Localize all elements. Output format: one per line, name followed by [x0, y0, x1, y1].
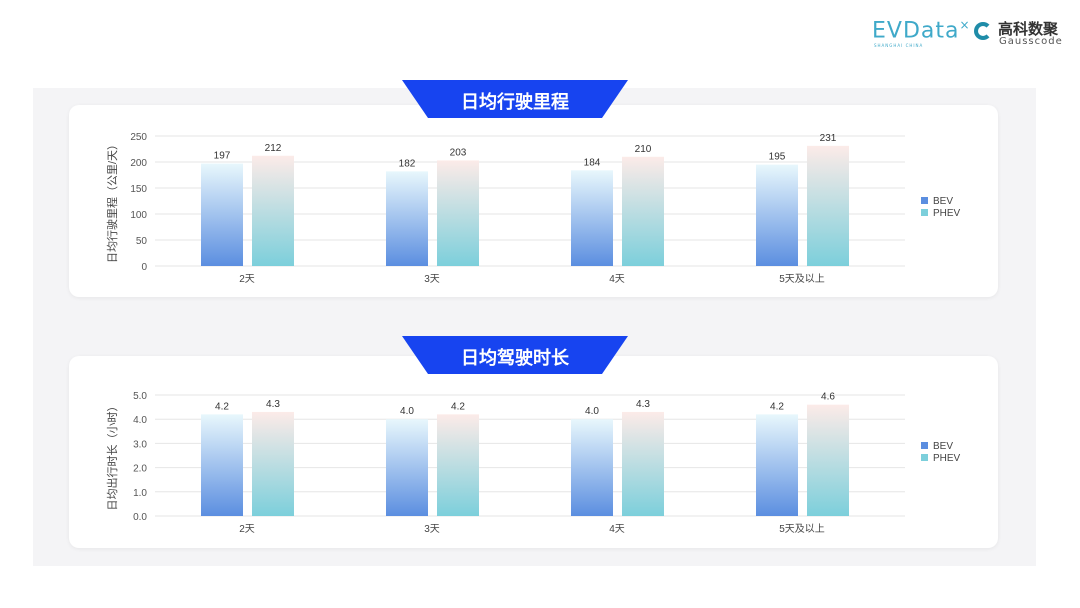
- bar-phev: [807, 404, 849, 516]
- y-tick-label: 100: [130, 210, 147, 221]
- x-tick-label: 4天: [609, 274, 625, 285]
- x-tick-label: 2天: [239, 274, 255, 285]
- y-tick-label: 250: [130, 132, 147, 143]
- data-label: 4.3: [266, 399, 280, 410]
- legend-label: BEV: [933, 441, 953, 452]
- x-tick-label: 5天及以上: [779, 273, 825, 285]
- x-tick-label: 4天: [609, 524, 625, 535]
- data-label: 4.0: [585, 406, 599, 417]
- y-tick-label: 4.0: [133, 415, 147, 426]
- x-tick-label: 2天: [239, 524, 255, 535]
- data-label: 4.0: [400, 406, 414, 417]
- x-tick-label: 3天: [424, 274, 440, 285]
- bar-bev: [386, 419, 428, 516]
- bar-phev: [437, 414, 479, 516]
- y-tick-label: 150: [130, 184, 147, 195]
- bar-bev: [756, 164, 798, 266]
- chart-title: 日均驾驶时长: [461, 348, 569, 369]
- bar-bev: [201, 414, 243, 516]
- data-label: 4.6: [821, 392, 835, 403]
- legend-swatch: [921, 442, 928, 449]
- bar-bev: [386, 171, 428, 266]
- bar-phev: [252, 411, 294, 516]
- gausscode-mark-icon: [974, 22, 992, 40]
- bar-phev: [252, 155, 294, 266]
- x-tick-label: 3天: [424, 524, 440, 535]
- legend-label: PHEV: [933, 208, 961, 219]
- y-axis-label: 日均行驶里程（公里/天）: [105, 139, 119, 263]
- bar-bev: [756, 414, 798, 516]
- data-label: 4.2: [215, 401, 229, 412]
- bar-bev: [201, 163, 243, 266]
- logos: EVData× SHANGHAI CHINA 高科数聚 Gausscode: [872, 18, 1072, 48]
- gausscode-logo: 高科数聚 Gausscode: [974, 18, 1070, 48]
- data-label: 4.2: [770, 401, 784, 412]
- data-label: 4.3: [636, 399, 650, 410]
- chart-title-banner: 日均驾驶时长: [402, 336, 628, 374]
- data-label: 4.2: [451, 401, 465, 412]
- data-label: 212: [265, 143, 282, 154]
- legend-swatch: [921, 454, 928, 461]
- chart-title-banner: 日均行驶里程: [402, 80, 628, 118]
- legend-label: PHEV: [933, 453, 961, 464]
- data-label: 182: [399, 158, 416, 169]
- evdata-logo: EVData× SHANGHAI CHINA: [872, 18, 971, 48]
- legend-swatch: [921, 209, 928, 216]
- y-tick-label: 50: [136, 236, 148, 247]
- bar-phev: [807, 145, 849, 266]
- data-label: 195: [769, 152, 786, 163]
- chart-card-mileage: 0 50 100 150 200 250 日均行驶里程（公里/天） 2天 3天 4天 5天及以上 19…: [69, 105, 998, 297]
- y-tick-label: 1.0: [133, 488, 147, 499]
- y-tick-label: 0.0: [133, 512, 147, 523]
- bar-phev: [622, 156, 664, 266]
- data-label: 231: [820, 133, 837, 144]
- bar-bev: [571, 419, 613, 516]
- y-tick-label: 2.0: [133, 464, 147, 475]
- bar-phev: [437, 160, 479, 266]
- y-tick-label: 3.0: [133, 439, 147, 450]
- data-label: 184: [584, 157, 601, 168]
- x-tick-label: 5天及以上: [779, 523, 825, 535]
- data-label: 210: [635, 144, 652, 155]
- data-label: 203: [450, 147, 467, 158]
- y-tick-label: 5.0: [133, 391, 147, 402]
- legend-label: BEV: [933, 196, 953, 207]
- bar-bev: [571, 170, 613, 266]
- data-label: 197: [214, 151, 231, 162]
- chart-card-duration: 0.0 1.0 2.0 3.0 4.0 5.0 日均出行时长（小时） 2天 3天 4天 5天及以上 4…: [69, 356, 998, 548]
- y-tick-label: 200: [130, 158, 147, 169]
- y-tick-label: 0: [141, 262, 147, 273]
- chart-title: 日均行驶里程: [461, 92, 569, 113]
- legend-swatch: [921, 197, 928, 204]
- bar-phev: [622, 411, 664, 516]
- y-axis-label: 日均出行时长（小时）: [105, 401, 119, 511]
